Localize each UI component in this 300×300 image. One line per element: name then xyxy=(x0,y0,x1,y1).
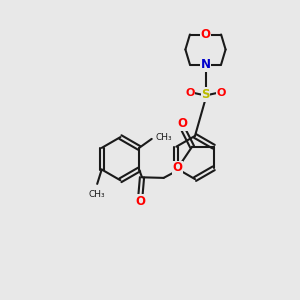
Text: O: O xyxy=(172,161,182,174)
Text: CH₃: CH₃ xyxy=(89,190,106,199)
Text: N: N xyxy=(200,58,211,71)
Text: O: O xyxy=(136,195,146,208)
Text: O: O xyxy=(200,28,211,41)
Text: S: S xyxy=(201,88,210,101)
Text: O: O xyxy=(216,88,226,98)
Text: O: O xyxy=(185,88,195,98)
Text: CH₃: CH₃ xyxy=(155,133,172,142)
Text: O: O xyxy=(178,117,188,130)
